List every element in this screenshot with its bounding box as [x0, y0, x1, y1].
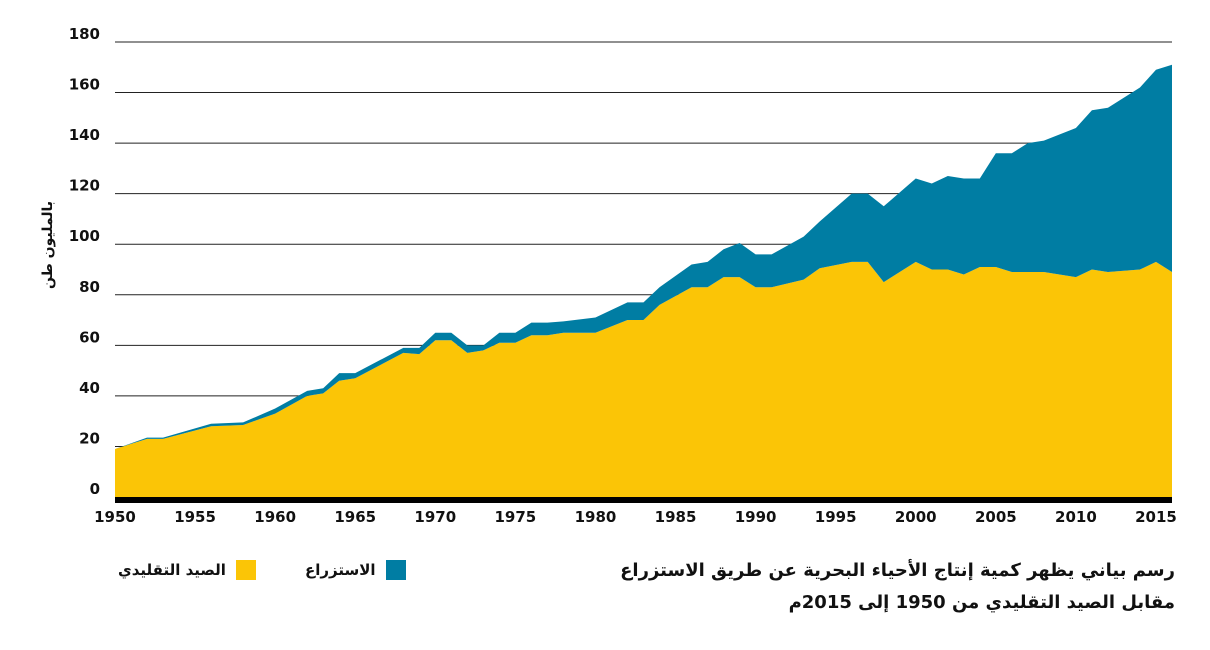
y-tick-180: 180: [69, 25, 100, 43]
area-aquaculture: [115, 64, 1172, 449]
x-tick-2005: 2005: [975, 508, 1017, 526]
chart-caption: رسم بياني يظهر كمية إنتاج الأحياء البحري…: [535, 555, 1175, 619]
legend-aquaculture-label: الاستزراع: [305, 561, 376, 579]
y-tick-140: 140: [69, 126, 100, 144]
x-tick-1970: 1970: [414, 508, 456, 526]
chart-areas: [115, 64, 1172, 497]
caption-line-1: رسم بياني يظهر كمية إنتاج الأحياء البحري…: [620, 560, 1175, 581]
x-tick-1955: 1955: [174, 508, 216, 526]
x-tick-1995: 1995: [815, 508, 857, 526]
x-tick-2010: 2010: [1055, 508, 1097, 526]
legend-capture-label: الصيد التقليدي: [118, 561, 226, 579]
y-tick-labels: 0 20 40 60 80 100 120 140 160 180: [69, 25, 100, 498]
x-tick-1975: 1975: [495, 508, 537, 526]
y-tick-20: 20: [79, 429, 100, 447]
y-tick-120: 120: [69, 177, 100, 195]
area-chart: 0 20 40 60 80 100 120 140 160 180 1950 1955 1960 196…: [40, 25, 1177, 526]
y-tick-60: 60: [79, 328, 100, 346]
y-axis-label: بالمليون طن: [40, 201, 56, 289]
x-tick-2015: 2015: [1135, 508, 1177, 526]
y-tick-160: 160: [69, 76, 100, 94]
y-tick-80: 80: [79, 278, 100, 296]
x-tick-1980: 1980: [575, 508, 617, 526]
x-axis-line: [115, 497, 1172, 503]
capture-swatch: [235, 560, 256, 580]
legend-capture: الصيد التقليدي: [118, 560, 256, 580]
area-capture: [115, 261, 1172, 497]
x-tick-2000: 2000: [895, 508, 937, 526]
y-tick-0: 0: [90, 480, 100, 498]
x-tick-1965: 1965: [334, 508, 376, 526]
legend-aquaculture: الاستزراع: [305, 560, 406, 580]
x-tick-labels: 1950 1955 1960 1965 1970 1975 1980 1985 1990 1995…: [94, 508, 1177, 526]
x-tick-1985: 1985: [655, 508, 697, 526]
x-tick-1990: 1990: [735, 508, 777, 526]
aquaculture-swatch: [385, 560, 406, 580]
axes: [115, 497, 1172, 503]
x-tick-1960: 1960: [254, 508, 296, 526]
y-tick-100: 100: [69, 227, 100, 245]
x-tick-1950: 1950: [94, 508, 136, 526]
gridlines: [115, 41, 1172, 447]
caption-line-2: مقابل الصيد التقليدي من 1950 إلى 2015م: [788, 592, 1175, 613]
y-tick-40: 40: [79, 379, 100, 397]
